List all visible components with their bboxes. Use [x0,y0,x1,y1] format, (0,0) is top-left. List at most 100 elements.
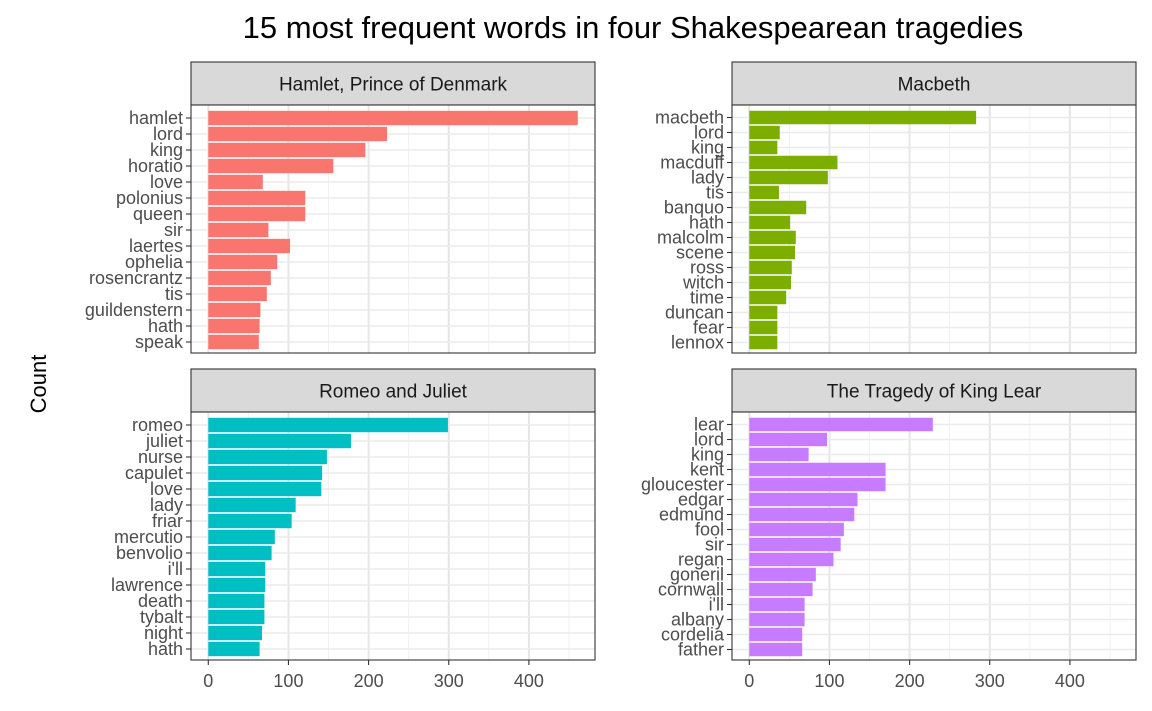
category-label: guildenstern [85,300,183,320]
category-label: lear [694,415,724,435]
bar [749,642,803,657]
category-label: king [691,138,724,158]
category-label: fool [695,520,724,540]
category-label: lady [691,168,724,188]
category-label: tybalt [140,607,183,627]
bar [208,158,334,174]
category-label: tis [165,284,183,304]
bar [749,335,778,350]
strip-background [190,368,596,413]
bar [208,465,323,481]
bar [208,529,275,545]
bar [208,545,272,561]
x-tick-label: 0 [203,671,213,691]
bar [208,481,322,497]
panel-border [190,411,596,661]
bar [208,206,306,222]
bar [749,417,933,432]
bar [749,110,977,125]
bar [208,641,260,657]
x-tick-label: 200 [354,671,384,691]
category-label: sir [164,220,183,240]
category-label: kent [690,460,724,480]
category-label: lawrence [111,575,183,595]
bar [749,230,796,245]
bar [208,334,259,350]
facet-strip-label: The Tragedy of King Lear [827,382,1042,403]
bar [208,577,266,593]
bar [208,561,266,577]
category-label: love [150,479,183,499]
category-label: edmund [659,505,724,525]
category-label: king [691,445,724,465]
category-label: ross [690,258,724,278]
bar [208,593,265,609]
y-axis-title: Count [26,355,51,414]
category-label: i'll [168,559,183,579]
category-label: mercutio [114,527,183,547]
category-label: gloucester [641,475,724,495]
category-label: lord [694,430,724,450]
category-label: hamlet [129,108,183,128]
bar [749,597,805,612]
category-label: father [678,640,724,660]
category-label: lord [153,124,183,144]
category-label: malcolm [657,228,724,248]
x-tick-label: 400 [514,671,544,691]
facet-strip-label: Romeo and Juliet [319,382,468,403]
strip-background [731,61,1137,106]
category-label: benvolio [116,543,183,563]
category-label: queen [133,204,183,224]
bar [208,497,296,513]
bar [208,625,263,641]
category-label: speak [135,332,184,352]
facet-panel: Macbeth macbethlordkingmacduffladytisbanq… [655,61,1137,354]
category-label: i'll [709,595,724,615]
bar [749,275,791,290]
bar [749,200,807,215]
panel-border [731,411,1137,661]
category-label: lennox [671,333,724,353]
bar [749,290,787,305]
category-label: rosencrantz [89,268,183,288]
bar [208,609,265,625]
category-label: night [144,623,183,643]
bar [208,190,306,206]
bar [749,477,886,492]
category-label: juliet [145,431,183,451]
x-tick-label: 300 [975,671,1005,691]
bar [749,492,858,507]
bar [208,302,261,318]
bar [208,513,292,529]
bar [749,215,791,230]
bar [749,125,780,140]
bar [208,417,448,433]
category-label: lord [694,123,724,143]
category-label: goneril [670,565,724,585]
category-label: macduff [660,153,725,173]
bar [208,270,271,286]
bar [749,612,805,627]
facet-strip-label: Hamlet, Prince of Denmark [279,75,508,96]
facet-panels: Hamlet, Prince of Denmarkhamletlordkingh… [85,61,1137,691]
bar [749,245,795,260]
bar [208,174,263,190]
category-label: king [150,140,183,160]
category-label: hath [148,316,183,336]
bar [749,185,779,200]
category-label: fear [693,318,724,338]
bar [208,433,351,449]
category-label: laertes [129,236,183,256]
category-label: sir [705,535,724,555]
bar [208,238,291,254]
category-label: duncan [665,303,724,323]
category-label: macbeth [655,108,724,128]
bar [208,126,388,142]
category-label: hath [689,213,724,233]
bar [749,432,828,447]
bar [749,462,886,477]
facet-panel: The Tragedy of King Lear learlordkingkent… [641,368,1137,691]
x-tick-label: 100 [273,671,303,691]
bar [208,318,260,334]
